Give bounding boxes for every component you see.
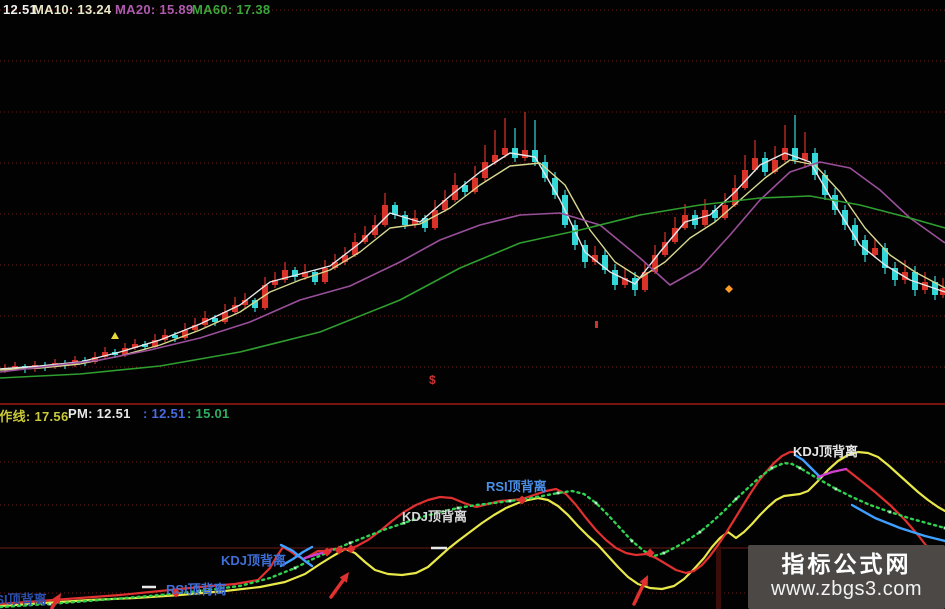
ma60-value-label: MA60: 17.38 (192, 2, 271, 17)
watermark-title: 指标公式网 (781, 551, 912, 577)
watermark: 指标公式网 www.zbgs3.com (748, 545, 945, 609)
svg-text:KDJ顶背离: KDJ顶背离 (793, 444, 858, 459)
price-chart-panel[interactable]: $ (0, 9, 945, 405)
indicator-value-blue-label: : 12.51 (143, 406, 186, 421)
svg-text:KDJ顶背离: KDJ顶背离 (221, 553, 286, 568)
svg-text:RSI顶背离: RSI顶背离 (166, 582, 227, 597)
svg-text:RSI顶背离: RSI顶背离 (0, 592, 47, 607)
svg-text:$: $ (429, 373, 436, 387)
watermark-url: www.zbgs3.com (771, 578, 922, 600)
indicator-value-green-label: : 15.01 (187, 406, 230, 421)
price-value-label: 12.51 (3, 2, 38, 17)
svg-text:KDJ顶背离: KDJ顶背离 (402, 509, 467, 524)
indicator-chart-panel[interactable]: KDJ顶背离 RSI顶背离 KDJ顶背离 KDJ顶背离 RSI顶背离 RSI顶背离 (0, 444, 945, 609)
svg-text:RSI顶背离: RSI顶背离 (486, 479, 547, 494)
operation-line-value-label: 操作线: 17.56 (0, 409, 69, 424)
pm-value-label: PM: 12.51 (68, 406, 131, 421)
ma20-value-label: MA20: 15.89 (115, 2, 194, 17)
ma10-value-label: MA10: 13.24 (33, 2, 112, 17)
